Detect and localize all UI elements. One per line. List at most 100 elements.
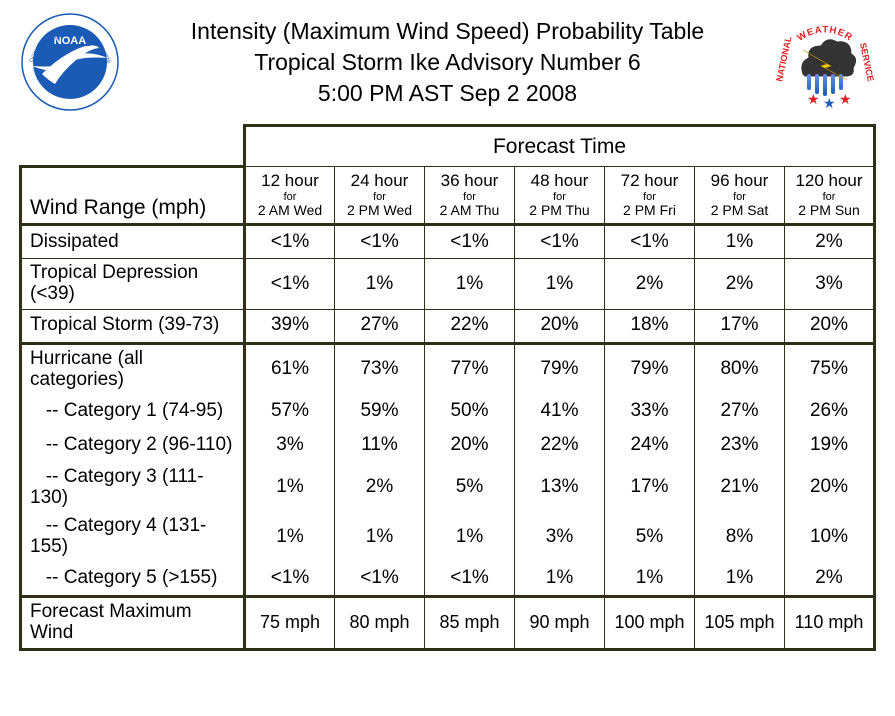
probability-cell: 17%	[605, 463, 695, 513]
corner-blank	[21, 126, 245, 167]
forecast-date-label: 2 PM Wed	[337, 203, 422, 218]
probability-cell: 61%	[245, 343, 335, 394]
svg-text:★: ★	[839, 91, 852, 107]
probability-cell: 75%	[785, 343, 875, 394]
forecast-max-wind-cell: 85 mph	[425, 596, 515, 649]
probability-cell: 8%	[695, 512, 785, 562]
probability-cell: <1%	[245, 562, 335, 596]
row-label: Tropical Storm (39-73)	[21, 309, 245, 343]
title-line-2: Tropical Storm Ike Advisory Number 6	[120, 47, 775, 78]
probability-cell: 26%	[785, 395, 875, 429]
forecast-max-wind-cell: 80 mph	[335, 596, 425, 649]
forecast-for-label: for	[248, 191, 332, 203]
probability-cell: 1%	[245, 512, 335, 562]
probability-table-wrap: Forecast TimeWind Range (mph)12 hourfor2…	[0, 120, 895, 663]
forecast-hour-label: 36 hour	[427, 172, 512, 191]
forecast-max-wind-cell: 75 mph	[245, 596, 335, 649]
probability-cell: 27%	[335, 309, 425, 343]
probability-cell: 1%	[425, 259, 515, 310]
forecast-for-label: for	[607, 191, 692, 203]
probability-cell: 3%	[515, 512, 605, 562]
svg-text:SERVICE: SERVICE	[858, 42, 875, 83]
forecast-column-header: 48 hourfor2 PM Thu	[515, 167, 605, 225]
forecast-for-label: for	[697, 191, 782, 203]
forecast-for-label: for	[427, 191, 512, 203]
wind-range-header: Wind Range (mph)	[21, 167, 245, 225]
probability-cell: 11%	[335, 429, 425, 463]
svg-text:★: ★	[823, 95, 836, 111]
forecast-hour-label: 96 hour	[697, 172, 782, 191]
forecast-date-label: 2 PM Sun	[787, 203, 871, 218]
probability-cell: 50%	[425, 395, 515, 429]
probability-cell: 73%	[335, 343, 425, 394]
probability-cell: 57%	[245, 395, 335, 429]
forecast-max-wind-cell: 110 mph	[785, 596, 875, 649]
noaa-logo-icon: NOAA NATIONAL OCEANIC AND ATMOSPHERIC AD…	[20, 12, 120, 112]
forecast-column-header: 72 hourfor2 PM Fri	[605, 167, 695, 225]
probability-cell: 2%	[605, 259, 695, 310]
probability-cell: <1%	[245, 259, 335, 310]
probability-cell: 1%	[515, 562, 605, 596]
probability-cell: 1%	[335, 512, 425, 562]
probability-cell: 22%	[515, 429, 605, 463]
probability-cell: 10%	[785, 512, 875, 562]
probability-cell: 20%	[785, 463, 875, 513]
forecast-date-label: 2 AM Thu	[427, 203, 512, 218]
forecast-column-header: 12 hourfor2 AM Wed	[245, 167, 335, 225]
probability-cell: 80%	[695, 343, 785, 394]
forecast-column-header: 24 hourfor2 PM Wed	[335, 167, 425, 225]
row-label: Tropical Depression (<39)	[21, 259, 245, 310]
probability-cell: 33%	[605, 395, 695, 429]
probability-cell: 2%	[695, 259, 785, 310]
forecast-column-header: 120 hourfor2 PM Sun	[785, 167, 875, 225]
row-label: Hurricane (all categories)	[21, 343, 245, 394]
probability-cell: 19%	[785, 429, 875, 463]
forecast-hour-label: 24 hour	[337, 172, 422, 191]
forecast-for-label: for	[517, 191, 602, 203]
row-label: -- Category 2 (96-110)	[21, 429, 245, 463]
probability-cell: 20%	[785, 309, 875, 343]
probability-cell: <1%	[425, 225, 515, 259]
forecast-column-header: 36 hourfor2 AM Thu	[425, 167, 515, 225]
probability-cell: 1%	[695, 225, 785, 259]
forecast-date-label: 2 PM Thu	[517, 203, 602, 218]
forecast-for-label: for	[337, 191, 422, 203]
row-label: -- Category 1 (74-95)	[21, 395, 245, 429]
svg-text:★: ★	[807, 91, 820, 107]
forecast-for-label: for	[787, 191, 871, 203]
probability-cell: 2%	[785, 225, 875, 259]
probability-cell: 20%	[515, 309, 605, 343]
probability-cell: 79%	[515, 343, 605, 394]
probability-cell: 1%	[245, 463, 335, 513]
title-line-1: Intensity (Maximum Wind Speed) Probabili…	[120, 16, 775, 47]
probability-cell: 39%	[245, 309, 335, 343]
probability-cell: 5%	[425, 463, 515, 513]
page-header: NOAA NATIONAL OCEANIC AND ATMOSPHERIC AD…	[0, 0, 895, 120]
forecast-max-wind-cell: 90 mph	[515, 596, 605, 649]
forecast-hour-label: 12 hour	[248, 172, 332, 191]
probability-cell: 77%	[425, 343, 515, 394]
probability-cell: 2%	[335, 463, 425, 513]
forecast-hour-label: 120 hour	[787, 172, 871, 191]
footer-label: Forecast Maximum Wind	[21, 596, 245, 649]
probability-cell: 24%	[605, 429, 695, 463]
forecast-column-header: 96 hourfor2 PM Sat	[695, 167, 785, 225]
probability-cell: 1%	[605, 562, 695, 596]
probability-cell: <1%	[605, 225, 695, 259]
probability-cell: 1%	[695, 562, 785, 596]
title-line-3: 5:00 PM AST Sep 2 2008	[120, 78, 775, 109]
probability-cell: 5%	[605, 512, 695, 562]
forecast-hour-label: 72 hour	[607, 172, 692, 191]
nws-logo-icon: WEATHER NATIONAL SERVICE ★ ★ ★	[775, 12, 875, 112]
row-label: -- Category 4 (131-155)	[21, 512, 245, 562]
probability-cell: 3%	[245, 429, 335, 463]
probability-cell: 2%	[785, 562, 875, 596]
row-label: Dissipated	[21, 225, 245, 259]
probability-cell: 3%	[785, 259, 875, 310]
probability-cell: 17%	[695, 309, 785, 343]
forecast-max-wind-cell: 105 mph	[695, 596, 785, 649]
forecast-hour-label: 48 hour	[517, 172, 602, 191]
forecast-date-label: 2 PM Fri	[607, 203, 692, 218]
probability-cell: 21%	[695, 463, 785, 513]
probability-cell: 22%	[425, 309, 515, 343]
